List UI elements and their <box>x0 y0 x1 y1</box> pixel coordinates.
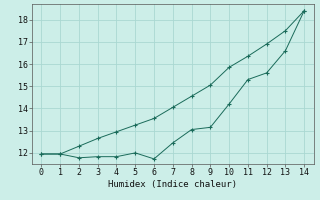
X-axis label: Humidex (Indice chaleur): Humidex (Indice chaleur) <box>108 180 237 189</box>
